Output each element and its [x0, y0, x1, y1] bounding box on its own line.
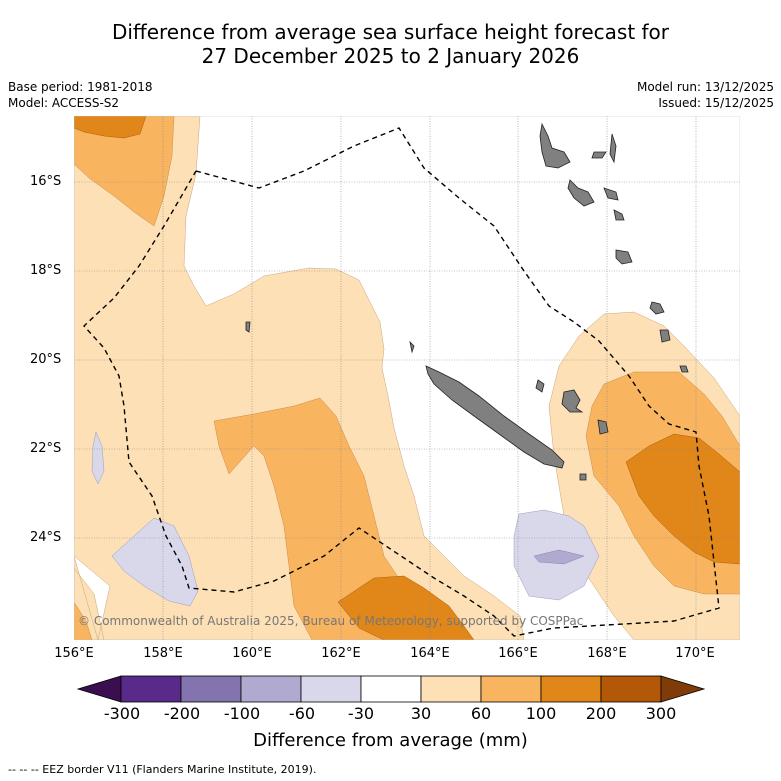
anomaly-neg-60-100 [533, 549, 585, 565]
lat-label-20s: 20°S [30, 352, 62, 367]
title-line-1: Difference from average sea surface heig… [111, 20, 670, 44]
lat-label-24s: 24°S [30, 530, 62, 545]
lon-label-170e: 170°E [675, 646, 715, 661]
colorbar-segment-7 [540, 675, 602, 703]
copyright-notice: © Commonwealth of Australia 2025, Bureau… [78, 614, 584, 628]
anomaly-100-200 [74, 116, 740, 640]
sea-level-map [74, 116, 740, 640]
espiritu-santo-island [539, 122, 571, 169]
eez-border [83, 127, 720, 637]
colorbar-segment-8 [600, 675, 662, 703]
lon-label-158e: 158°E [143, 646, 183, 661]
colorbar-label: Difference from average (mm) [253, 730, 528, 751]
cb-tick-100: 100 [525, 704, 557, 723]
colorbar-extend-high [660, 675, 706, 703]
cb-tick-neg30: -30 [347, 704, 375, 723]
cb-tick-30: 30 [410, 704, 432, 723]
eez-legend: -- -- -- EEZ border V11 (Flanders Marine… [8, 763, 317, 776]
colorbar-segment-2 [240, 675, 302, 703]
cb-tick-neg200: -200 [163, 704, 201, 723]
lifou-island [561, 389, 584, 413]
colorbar-segment-4 [360, 675, 422, 703]
lon-label-162e: 162°E [321, 646, 361, 661]
colorbar-segment-3 [300, 675, 362, 703]
colorbar-extend-low [76, 675, 122, 703]
cb-tick-300: 300 [645, 704, 677, 723]
lon-label-160e: 160°E [232, 646, 272, 661]
lon-label-156e: 156°E [54, 646, 94, 661]
lat-label-22s: 22°S [30, 441, 62, 456]
colorbar-segment-0 [120, 675, 182, 703]
gridlines [74, 116, 740, 640]
model-run: Model run: 13/12/2025 [636, 80, 774, 94]
colorbar-segment-1 [180, 675, 242, 703]
lat-label-18s: 18°S [30, 263, 62, 278]
issued-date: Issued: 15/12/2025 [658, 96, 774, 110]
cb-tick-60: 60 [470, 704, 492, 723]
lon-label-168e: 168°E [587, 646, 627, 661]
title-line-2: 27 December 2025 to 2 January 2026 [201, 44, 580, 68]
lon-label-164e: 164°E [410, 646, 450, 661]
base-period: Base period: 1981-2018 [8, 80, 153, 94]
colorbar-segment-5 [420, 675, 482, 703]
colorbar [76, 675, 706, 703]
cb-tick-neg100: -100 [223, 704, 261, 723]
lon-label-166e: 166°E [498, 646, 538, 661]
cb-tick-200: 200 [585, 704, 617, 723]
lat-label-16s: 16°S [30, 174, 62, 189]
landmasses [245, 122, 689, 481]
model-name: Model: ACCESS-S2 [8, 96, 120, 110]
cb-tick-neg300: -300 [103, 704, 141, 723]
colorbar-segment-6 [480, 675, 542, 703]
cb-tick-neg60: -60 [288, 704, 316, 723]
new-caledonia-island [425, 365, 565, 469]
